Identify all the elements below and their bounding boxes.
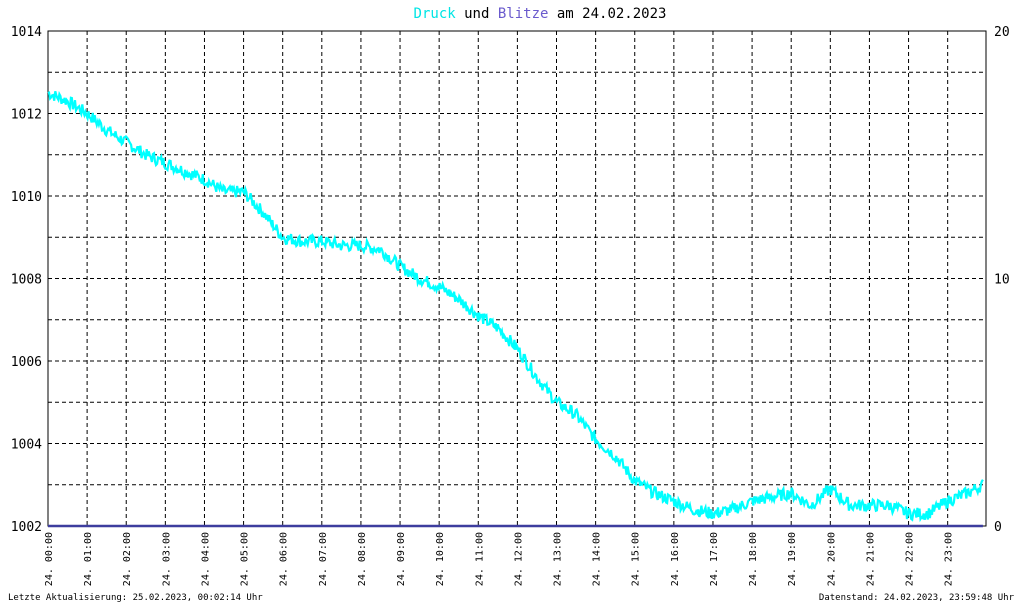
x-tick-label: 24. 14:00	[592, 532, 603, 586]
x-tick-label: 24. 18:00	[748, 532, 759, 586]
title-druck: Druck	[414, 6, 457, 22]
x-tick-label: 24. 02:00	[122, 532, 133, 586]
x-tick-label: 24. 19:00	[787, 532, 798, 586]
x-tick-label: 24. 10:00	[435, 532, 446, 586]
x-tick-label: 24. 04:00	[200, 532, 211, 586]
title-und: und	[456, 6, 498, 22]
x-tick-label: 24. 21:00	[865, 532, 876, 586]
y-right-tick-label: 0	[994, 520, 1002, 535]
y-left-tick-label: 1004	[11, 438, 42, 453]
grid	[48, 31, 986, 526]
data-status-footer: Datenstand: 24.02.2023, 23:59:48 Uhr	[818, 593, 1014, 603]
x-tick-label: 24. 20:00	[826, 532, 837, 586]
x-tick-label: 24. 13:00	[553, 532, 564, 586]
x-tick-label: 24. 07:00	[318, 532, 329, 586]
y-right-tick-label: 20	[994, 25, 1010, 40]
x-tick-label: 24. 06:00	[279, 532, 290, 586]
x-tick-label: 24. 22:00	[905, 532, 916, 586]
y-left-tick-label: 1014	[11, 25, 42, 40]
chart-title: Druck und Blitze am 24.02.2023	[414, 6, 667, 22]
x-tick-label: 24. 15:00	[631, 532, 642, 586]
x-tick-label: 24. 12:00	[513, 532, 524, 586]
pressure-line	[47, 90, 984, 523]
x-tick-label: 24. 00:00	[44, 532, 55, 586]
y-left-tick-label: 1010	[11, 190, 42, 205]
x-tick-label: 24. 23:00	[944, 532, 955, 586]
title-date: am 24.02.2023	[548, 6, 666, 22]
x-tick-label: 24. 08:00	[357, 532, 368, 586]
x-tick-label: 24. 05:00	[240, 532, 251, 586]
y-left-tick-label: 1008	[11, 273, 42, 288]
axes: 1002 1004 1006 1008 1010 1012 1014 0 10 20 24. 00:…	[11, 25, 1010, 586]
y-left-tick-label: 1006	[11, 355, 42, 370]
last-update-footer: Letzte Aktualisierung: 25.02.2023, 00:02…	[8, 593, 263, 603]
x-tick-label: 24. 17:00	[709, 532, 720, 586]
y-right-tick-label: 10	[994, 273, 1010, 288]
title-blitze: Blitze	[498, 6, 549, 22]
x-tick-label: 24. 09:00	[396, 532, 407, 586]
series	[47, 90, 984, 528]
y-left-tick-label: 1012	[11, 108, 42, 123]
x-tick-label: 24. 11:00	[474, 532, 485, 586]
x-tick-label: 24. 01:00	[83, 532, 94, 586]
y-left-tick-label: 1002	[11, 520, 42, 535]
x-tick-label: 24. 16:00	[670, 532, 681, 586]
x-tick-label: 24. 03:00	[161, 532, 172, 586]
